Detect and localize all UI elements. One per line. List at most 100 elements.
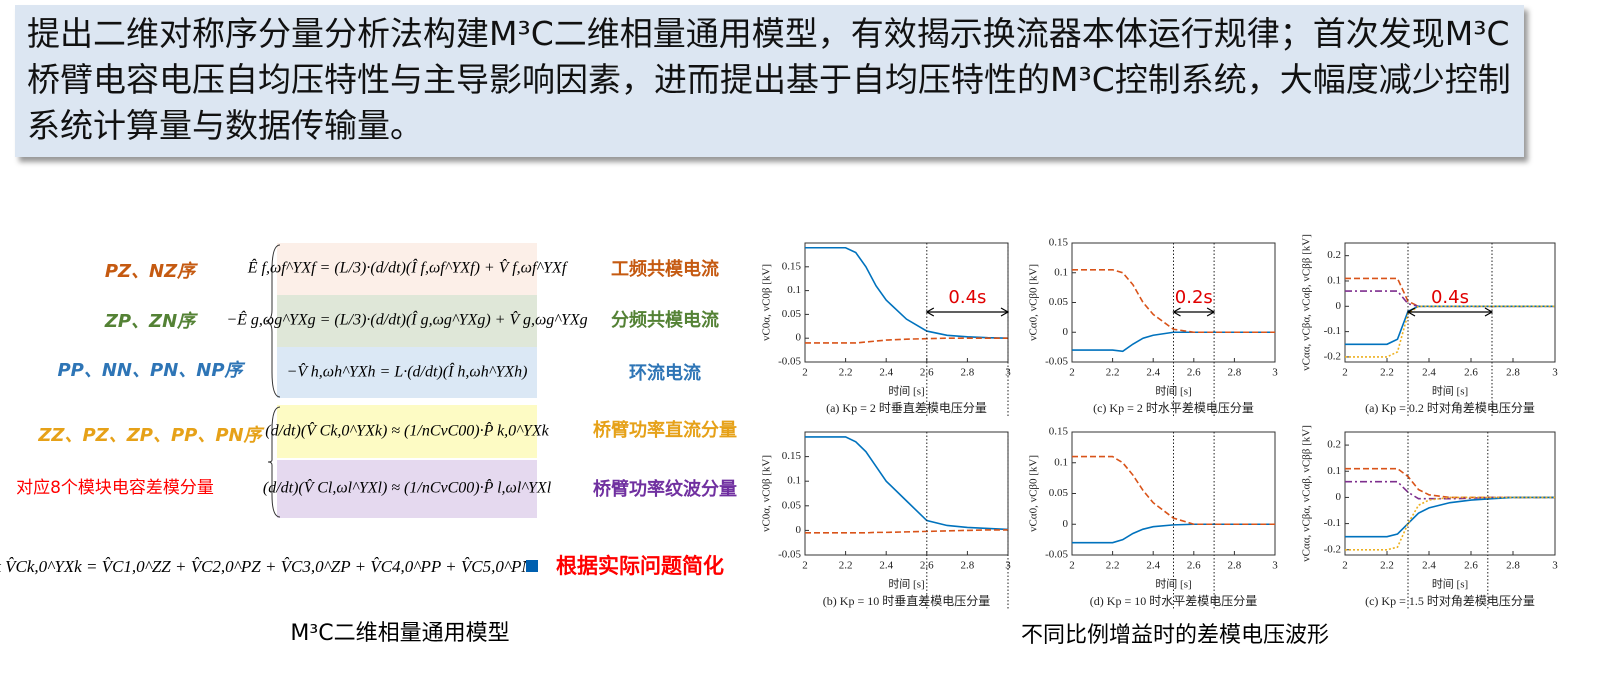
x-tick-label: 2.6 (1187, 560, 1201, 572)
chart-caption: (a) Kp = 0.2 时对角差模电压分量 (1365, 401, 1535, 415)
equation: (d/dt)(V̂ Cl,ωl^YXl) ≈ (1/nCvC00)·P̂ l,ω… (263, 478, 552, 497)
x-tick-label: 2.6 (1464, 560, 1478, 572)
x-tick-label: 2.2 (1380, 560, 1394, 572)
eq-box (277, 405, 537, 458)
x-tick-label: 2.6 (1187, 367, 1201, 379)
x-tick-label: 3 (1552, 367, 1558, 379)
y-tick-label: -0.1 (1324, 325, 1341, 337)
x-tick-label: 2.4 (879, 560, 893, 572)
brace (265, 244, 281, 398)
y-tick-label: -0.2 (1324, 350, 1341, 362)
x-tick-label: 2 (1069, 560, 1075, 572)
y-tick-label: 0.1 (1054, 266, 1068, 278)
x-tick-label: 2.4 (1146, 560, 1160, 572)
y-tick-label: 0.1 (787, 475, 801, 487)
series-line (805, 529, 1008, 534)
series-line (1072, 268, 1275, 334)
y-tick-label: -0.05 (1045, 549, 1068, 561)
bullet (526, 560, 538, 572)
equation: −Ê g,ωg^YXg = (L/3)·(d/dt)(Î g,ωg^YXg) +… (226, 310, 587, 329)
plot-area (804, 242, 1009, 363)
y-tick-label: 0 (796, 524, 802, 536)
annotation-label: 0.4s (1431, 287, 1469, 308)
y-tick-label: 0 (1336, 491, 1342, 503)
plot-area (804, 431, 1009, 556)
y-tick-label: -0.05 (778, 549, 801, 561)
x-tick-label: 2.8 (1228, 560, 1242, 572)
eq-box (277, 243, 537, 295)
x-tick-label: 2 (1342, 367, 1348, 379)
x-tick-label: 2.2 (839, 560, 853, 572)
series-line (1345, 480, 1555, 500)
x-tick-label: 2.8 (961, 560, 975, 572)
note: 根据实际问题简化 (556, 554, 724, 578)
annotation-label: 0.4s (948, 287, 986, 308)
y-tick-label: 0.2 (1327, 439, 1341, 451)
y-tick-label: 0.15 (782, 450, 802, 462)
y-axis-label: vCα0, vCβ0 [kV] (1028, 264, 1040, 341)
y-axis-label: vC0α, vC0β [kV] (761, 455, 773, 532)
arrow-head (1406, 307, 1494, 317)
equation: (d/dt)(V̂ Ck,0^YXk) ≈ (1/nCvC00)·P̂ k,0^… (265, 421, 549, 440)
brace (267, 406, 281, 518)
series-line (805, 436, 1009, 531)
x-axis-label: 时间 [s] (1432, 385, 1468, 398)
y-axis-label: vCα0, vCβ0 [kV] (1028, 455, 1040, 532)
component-label: 工频共模电流 (611, 258, 719, 280)
x-tick-label: 2.8 (1506, 367, 1520, 379)
component-label: 桥臂功率直流分量 (593, 419, 737, 441)
x-tick-label: 2 (802, 560, 808, 572)
x-axis-label: 时间 [s] (1155, 578, 1191, 591)
eq-box (277, 295, 537, 347)
header-text: 提出二维对称序分量分析法构建M³C二维相量通用模型，有效揭示换流器本体运行规律；… (15, 5, 1524, 157)
x-tick-label: 2.2 (1106, 560, 1120, 572)
y-tick-label: 0.05 (782, 499, 802, 511)
y-tick-label: 0 (796, 332, 802, 344)
y-tick-label: 0 (1336, 300, 1342, 312)
x-tick-label: 3 (1272, 560, 1278, 572)
y-tick-label: 0.15 (1049, 426, 1069, 438)
y-tick-label: 0.1 (1054, 456, 1068, 468)
x-tick-label: 2.8 (1228, 367, 1242, 379)
waveform-caption: 不同比例增益时的差模电压波形 (1021, 623, 1329, 648)
x-tick-label: 2.4 (879, 367, 893, 379)
series-line (1345, 467, 1555, 499)
component-label: 环流电流 (629, 362, 701, 384)
plot-area (1344, 431, 1556, 556)
y-tick-label: 0.1 (1327, 275, 1341, 287)
chart-caption: (c) Kp = 1.5 时对角差模电压分量 (1365, 594, 1535, 608)
sequence-label: 对应8个模块电容差模分量 (16, 478, 214, 498)
x-tick-label: 2.2 (839, 367, 853, 379)
x-tick-label: 3 (1552, 560, 1558, 572)
equation: Ê f,ωf^YXf = (L/3)·(d/dt)(Î f,ωf^YXf) + … (247, 258, 569, 277)
x-tick-label: 2.2 (1380, 367, 1394, 379)
chart-caption: (c) Kp = 2 时水平差模电压分量 (1093, 401, 1254, 415)
arrow-head (1172, 307, 1216, 317)
sequence-label: PP、NN、PN、NP序 (57, 360, 245, 381)
sequence-label: ZP、ZN序 (104, 311, 198, 332)
x-tick-label: 2 (1069, 367, 1075, 379)
sequence-label: ZZ、PZ、ZP、PP、PN序 (37, 425, 264, 446)
y-tick-label: -0.1 (1324, 517, 1341, 529)
series-line (805, 246, 1009, 339)
y-tick-label: 0.05 (782, 308, 802, 320)
x-tick-label: 2.4 (1422, 367, 1436, 379)
annotation-label: 0.2s (1175, 287, 1213, 308)
y-tick-label: 0.15 (1049, 237, 1069, 249)
equation: −V̂ h,ωh^YXh = L·(d/dt)(Î h,ωh^YXh) (287, 362, 528, 381)
chart-caption: (b) Kp = 10 时垂直差模电压分量 (823, 594, 990, 608)
x-tick-label: 2.4 (1422, 560, 1436, 572)
y-tick-label: 0 (1063, 518, 1069, 530)
y-tick-label: 0.1 (1327, 465, 1341, 477)
y-tick-label: 0.1 (787, 284, 801, 296)
series-line (1345, 496, 1555, 538)
y-tick-label: 0.15 (782, 260, 802, 272)
component-label: 分频共模电流 (611, 309, 719, 331)
series-line (1345, 496, 1555, 551)
y-tick-label: -0.05 (778, 356, 801, 368)
x-axis-label: 时间 [s] (888, 385, 924, 398)
y-axis-label: vCαα, vCβα, vCαβ, vCββ [kV] (1301, 234, 1313, 371)
series-line (805, 337, 1008, 344)
